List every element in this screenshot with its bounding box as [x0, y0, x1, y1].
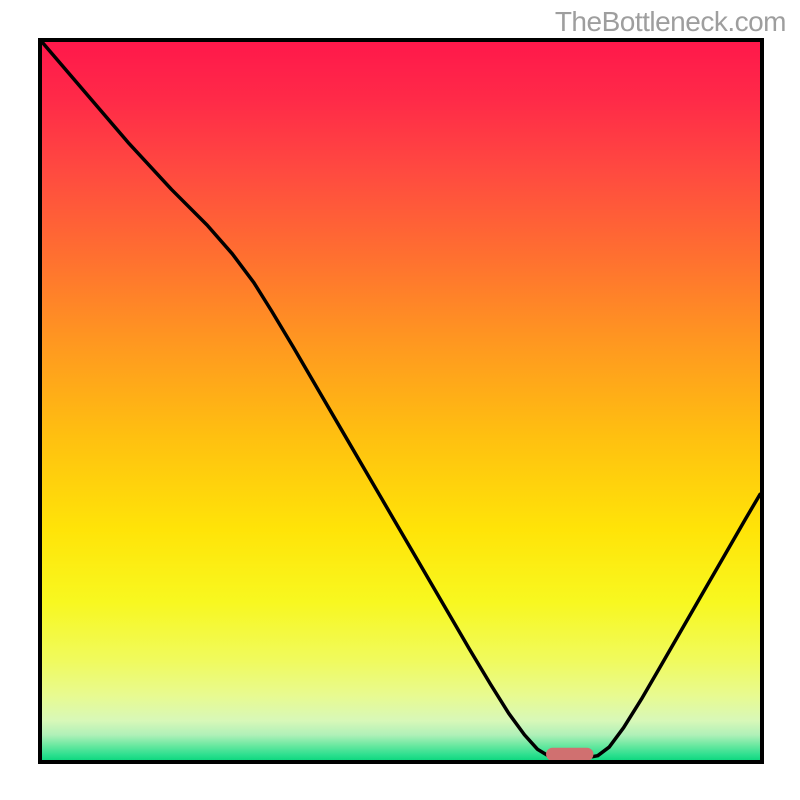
- chart-background-gradient: [42, 42, 760, 760]
- chart-svg: [0, 0, 800, 800]
- optimal-marker: [546, 748, 593, 761]
- stage: TheBottleneck.com: [0, 0, 800, 800]
